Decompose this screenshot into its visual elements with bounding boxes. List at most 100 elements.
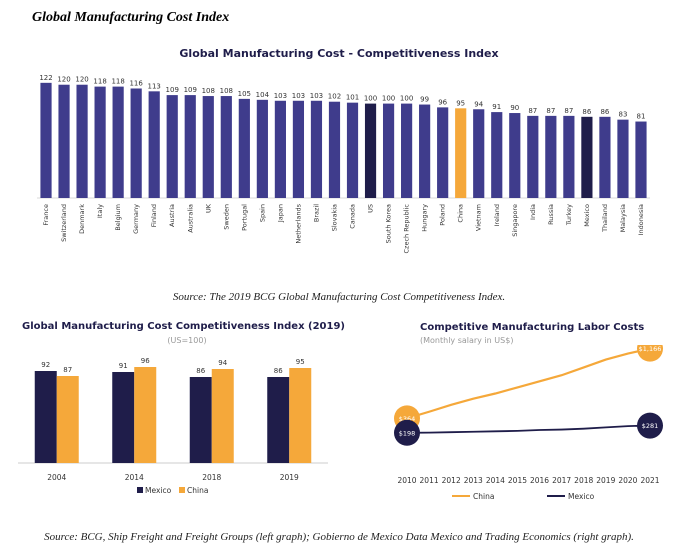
year-label-2014: 2014 [486,476,505,485]
yearly-chart-subtitle: (US=100) [167,336,207,345]
bar-india [527,115,539,198]
endpoint-label-china-2010: $364 [399,415,416,423]
category-label-us: US [367,204,375,213]
labor-cost-chart-subtitle: (Monthly salary in US$) [420,336,514,345]
year-label-2016: 2016 [530,476,549,485]
source-caption-bottom: Source: BCG, Ship Freight and Freight Gr… [44,531,634,543]
value-label-spain: 104 [256,91,270,99]
endpoint-label-china-2021: $1,166 [639,345,662,353]
endpoint-mexico-2021 [637,412,663,439]
value-label-canada: 101 [346,94,359,102]
value-label-france: 122 [39,74,52,82]
value-label-thailand: 86 [600,108,609,116]
value-label-malaysia: 83 [618,111,627,119]
bar-mexico-2018 [189,377,212,463]
year-label-2020: 2020 [618,476,637,485]
bar-finland [148,91,160,198]
bar-mexico-2004 [34,371,57,463]
category-label-indonesia: Indonesia [637,204,645,235]
value-label-indonesia: 81 [637,113,646,121]
category-label-portugal: Portugal [240,204,248,231]
bar-australia [184,95,196,198]
value-label-mexico-2014: 91 [119,362,128,370]
value-label-sweden: 108 [220,87,233,95]
value-label-slovakia: 102 [328,93,341,101]
bar-singapore [509,113,521,198]
bar-sweden [220,96,232,198]
year-label-2010: 2010 [397,476,416,485]
legend-label-mexico: Mexico [568,492,595,501]
year-label-2019: 2019 [596,476,615,485]
bar-slovakia [328,101,341,198]
category-label-sweden: Sweden [222,204,230,230]
bar-uk [202,96,214,198]
bar-china [455,108,467,198]
value-label-japan: 103 [274,92,287,100]
value-label-mexico-2019: 86 [274,367,283,375]
value-label-china: 95 [456,99,465,107]
endpoint-mexico-2010 [394,419,420,446]
category-label-uk: UK [204,203,212,213]
bar-russia [545,115,557,198]
value-label-china-2004: 87 [63,366,72,374]
labor-cost-chart-title: Competitive Manufacturing Labor Costs [420,322,645,333]
bar-canada [346,102,359,198]
category-label-japan: Japan [276,204,284,223]
legend-label-china: China [473,492,494,501]
category-label-poland: Poland [439,204,447,226]
bar-ireland [491,112,503,198]
year-label-2015: 2015 [508,476,527,485]
yearly-chart-title: Global Manufacturing Cost Competitivenes… [22,321,345,332]
endpoint-china-2021 [637,345,663,362]
bar-china-2018 [211,369,234,463]
source-caption-top: Source: The 2019 BCG Global Manufacturin… [172,291,506,303]
category-label-india: India [529,204,537,220]
value-label-netherlands: 103 [292,92,305,100]
value-label-turkey: 87 [564,107,573,115]
value-label-mexico-2004: 92 [41,361,50,369]
year-label-2011: 2011 [420,476,439,485]
bar-mexico-2014 [112,372,135,463]
year-label-2004: 2004 [47,473,66,482]
value-label-ireland: 91 [492,103,501,111]
category-label-mexico: Mexico [583,204,591,227]
category-label-france: France [42,204,50,226]
bar-netherlands [292,100,305,198]
category-label-hungary: Hungary [421,204,429,232]
bar-vietnam [473,109,485,198]
value-label-australia: 109 [184,86,197,94]
value-label-switzerland: 120 [57,76,70,84]
line-china [406,347,651,420]
bar-mexico-2019 [267,377,290,463]
bar-hungary [419,104,431,198]
bar-south-korea [382,103,395,198]
category-label-ireland: Ireland [493,204,501,226]
category-label-finland: Finland [150,204,158,227]
legend-swatch-mexico [137,487,143,493]
line-mexico [406,424,651,434]
endpoint-label-mexico-2021: $281 [642,422,659,430]
bar-us [364,103,377,198]
bar-brazil [310,100,323,198]
value-label-hungary: 99 [420,96,429,104]
category-label-thailand: Thailand [601,204,609,233]
category-label-turkey: Turkey [565,204,573,226]
bar-belgium [112,86,124,198]
category-label-slovakia: Slovakia [330,204,338,231]
category-label-spain: Spain [258,204,266,222]
value-label-china-2018: 94 [218,359,227,367]
bar-malaysia [617,119,629,198]
category-label-vietnam: Vietnam [475,204,483,231]
year-label-2018: 2018 [202,473,221,482]
category-label-switzerland: Switzerland [60,204,68,242]
bar-denmark [76,84,88,198]
yearly-index-chart: 92 87 2004 91 96 2014 86 94 2018 86 95 2019 Mexico Ch… [18,357,328,495]
bar-czech-republic [401,103,413,198]
category-label-germany: Germany [132,204,140,234]
legend-label-china: China [187,486,208,495]
value-label-singapore: 90 [510,104,519,112]
category-label-russia: Russia [547,204,555,225]
value-label-brazil: 103 [310,92,323,100]
legend-swatch-china [179,487,185,493]
